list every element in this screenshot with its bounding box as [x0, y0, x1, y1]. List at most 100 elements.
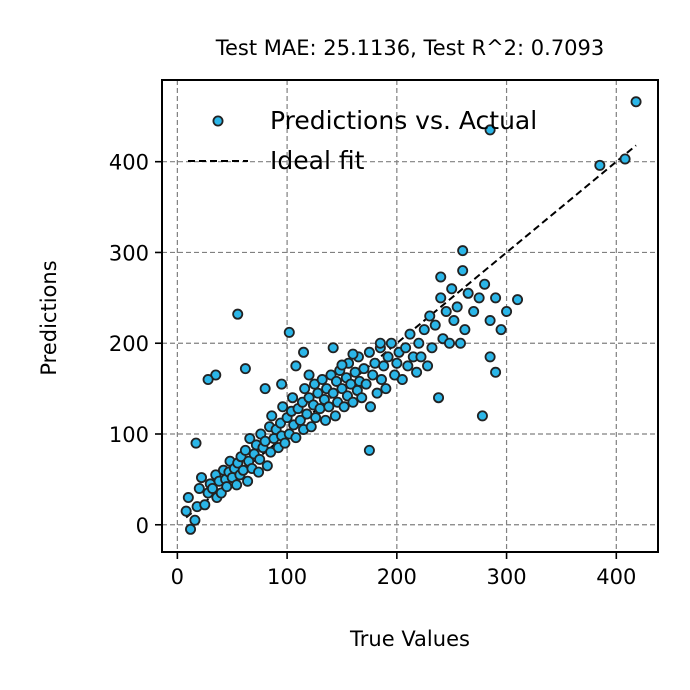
data-point-147	[435, 271, 447, 283]
data-points	[180, 96, 642, 535]
y-tick-label-400: 400	[109, 151, 149, 175]
data-point-91	[356, 392, 368, 404]
data-point-48	[277, 401, 289, 413]
data-point-128	[451, 301, 463, 313]
data-point-1	[182, 492, 194, 504]
data-point-110	[402, 360, 414, 372]
data-point-2	[185, 523, 197, 535]
data-point-39	[261, 460, 273, 472]
data-point-0	[180, 505, 192, 517]
data-point-86	[347, 396, 359, 408]
data-point-121	[433, 392, 445, 404]
x-tick-label-300: 300	[487, 565, 527, 589]
data-point-161	[276, 378, 288, 390]
data-point-87	[349, 366, 361, 378]
data-point-10	[206, 482, 218, 494]
data-point-95	[364, 401, 376, 413]
x-tick-label-400: 400	[596, 565, 636, 589]
data-point-94	[363, 346, 375, 358]
data-point-22	[231, 479, 243, 491]
data-point-150	[190, 437, 202, 449]
data-point-5	[193, 482, 205, 494]
data-point-143	[619, 153, 631, 165]
data-point-148	[239, 363, 251, 375]
data-point-80	[336, 383, 348, 395]
data-point-132	[462, 287, 474, 299]
data-point-26	[237, 464, 249, 476]
data-point-118	[424, 310, 436, 322]
data-point-127	[448, 315, 460, 327]
y-tick-label-100: 100	[109, 423, 149, 447]
data-point-102	[380, 383, 392, 395]
data-point-122	[435, 292, 447, 304]
data-point-73	[323, 401, 335, 413]
x-tick-label-0: 0	[171, 565, 184, 589]
data-point-136	[479, 278, 491, 290]
data-point-53	[287, 392, 299, 404]
data-point-6	[196, 472, 208, 484]
data-point-126	[446, 283, 458, 295]
y-axis-ticks: 0 100 200 300 400	[109, 151, 162, 538]
data-point-159	[336, 359, 348, 371]
data-point-137	[484, 315, 496, 327]
data-point-119	[426, 342, 438, 354]
data-point-100	[375, 374, 387, 386]
data-point-154	[290, 360, 302, 372]
legend: Predictions vs. Actual Ideal fit	[188, 106, 537, 175]
data-point-3	[189, 514, 201, 526]
plot-frame	[161, 79, 659, 553]
data-point-28	[242, 475, 254, 487]
y-tick-label-0: 0	[136, 514, 149, 538]
y-tick-label-300: 300	[109, 241, 149, 265]
data-point-157	[490, 366, 502, 378]
data-point-124	[440, 305, 452, 317]
data-point-155	[363, 444, 375, 456]
data-point-131	[459, 324, 471, 336]
data-point-38	[259, 435, 271, 447]
data-point-27	[239, 444, 251, 456]
data-point-30	[244, 433, 256, 445]
data-point-116	[418, 324, 430, 336]
data-point-152	[232, 308, 244, 320]
data-point-55	[290, 432, 302, 444]
data-point-114	[413, 337, 425, 349]
y-tick-label-200: 200	[109, 332, 149, 356]
data-point-115	[415, 351, 427, 363]
data-point-156	[484, 351, 496, 363]
data-point-111	[404, 328, 416, 340]
data-point-49	[279, 437, 291, 449]
data-point-96	[367, 369, 379, 381]
data-point-69	[316, 374, 328, 386]
data-point-153	[283, 326, 295, 338]
data-point-67	[312, 387, 324, 399]
data-point-135	[476, 410, 488, 422]
data-point-61	[301, 408, 313, 420]
legend-marker-scatter	[212, 115, 224, 127]
data-point-76	[329, 410, 341, 422]
data-point-63	[305, 421, 317, 433]
x-tick-label-200: 200	[377, 565, 417, 589]
data-point-34	[253, 466, 265, 478]
data-point-81	[338, 401, 350, 413]
data-point-120	[429, 319, 441, 331]
legend-label-line: Ideal fit	[270, 146, 365, 175]
data-point-17	[221, 481, 233, 493]
data-point-93	[360, 378, 372, 390]
data-point-138	[490, 292, 502, 304]
data-point-130	[457, 265, 469, 277]
data-point-101	[378, 360, 390, 372]
x-axis-ticks: 0 100 200 300 400	[171, 552, 636, 589]
data-point-134	[473, 292, 485, 304]
data-point-164	[327, 342, 339, 354]
data-point-142	[594, 159, 606, 171]
data-point-92	[358, 363, 370, 375]
data-point-108	[396, 374, 408, 386]
chart-title: Test MAE: 25.1136, Test R^2: 0.7093	[215, 36, 605, 60]
data-point-139	[495, 324, 507, 336]
data-point-117	[422, 360, 434, 372]
data-point-77	[330, 375, 342, 387]
y-axis-title: Predictions	[37, 260, 61, 375]
data-point-106	[391, 357, 403, 369]
data-point-165	[298, 346, 310, 358]
data-point-146	[457, 245, 469, 257]
